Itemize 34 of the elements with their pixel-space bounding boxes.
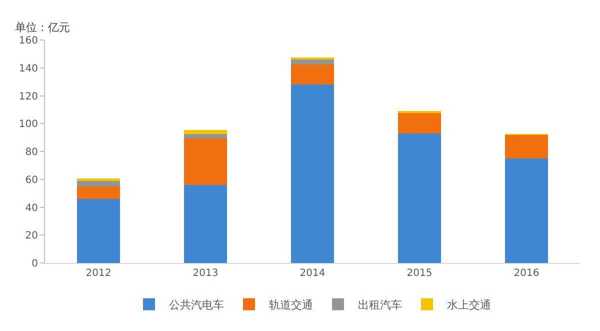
bar xyxy=(291,84,334,263)
y-tick-label: 20 xyxy=(25,230,38,242)
y-tick-label: 40 xyxy=(25,202,38,214)
bar xyxy=(291,57,334,60)
bar xyxy=(505,158,548,263)
text: 单位：亿元 xyxy=(15,21,70,34)
y-tick-label: 0 xyxy=(32,258,38,270)
y-tick-label: 80 xyxy=(25,147,38,158)
bar xyxy=(291,64,334,85)
bar xyxy=(291,60,334,64)
y-tick-label: 100 xyxy=(18,119,38,130)
y-tick-label: 160 xyxy=(18,36,38,46)
legend-label: 轨道交通 xyxy=(269,298,313,312)
bar xyxy=(77,198,120,263)
bar xyxy=(184,184,227,263)
legend-label: 公共汽电车 xyxy=(169,298,224,312)
x-tick-label: 2014 xyxy=(300,268,326,279)
y-tick-label: 140 xyxy=(18,63,38,74)
bar xyxy=(398,133,441,263)
legend-label: 出租汽车 xyxy=(358,298,402,312)
bar xyxy=(77,180,120,186)
bar xyxy=(398,112,441,134)
bar xyxy=(184,130,227,134)
y-tick-label: 120 xyxy=(18,91,38,102)
bar xyxy=(77,186,120,199)
legend-label: 水上交通 xyxy=(447,298,491,312)
bar xyxy=(184,134,227,138)
y-tick-label: 60 xyxy=(25,174,38,186)
bar xyxy=(505,134,548,158)
x-tick-label: 2013 xyxy=(192,268,218,279)
x-tick-label: 2015 xyxy=(406,268,432,279)
bar xyxy=(184,138,227,185)
x-tick-label: 2016 xyxy=(514,268,540,279)
x-tick-label: 2012 xyxy=(86,268,112,279)
